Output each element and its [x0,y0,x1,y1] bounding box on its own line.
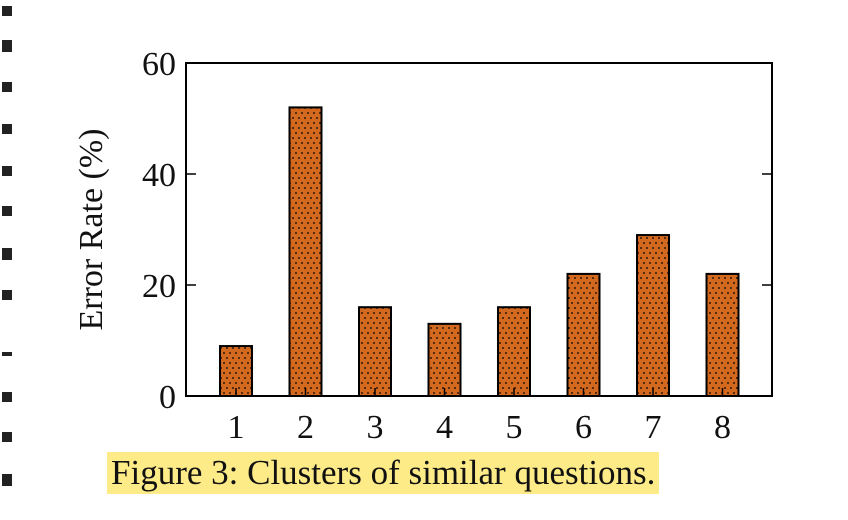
bar-1 [219,345,253,397]
x-tick-label-1: 1 [228,409,245,446]
plot-area: 0 20 40 60 1 2 3 4 5 6 7 8 [142,46,773,446]
bar-3 [358,306,392,398]
y-tick-label-40: 40 [142,157,176,194]
bar-5 [497,306,531,398]
y-tick-label-20: 20 [142,268,176,305]
x-tick-label-8: 8 [714,409,731,446]
plot-frame [185,62,773,397]
y-axis-label: Error Rate (%) [73,128,110,330]
x-tick-label-6: 6 [575,409,592,446]
bar-8 [705,272,740,397]
bar-7 [636,234,670,397]
bar-chart: 0 20 40 60 1 2 3 4 5 6 7 8 Error Rate (%) [73,46,773,446]
x-tick-label-7: 7 [645,409,662,446]
x-tick-label-2: 2 [297,409,314,446]
x-tick-label-5: 5 [506,409,523,446]
bar-6 [566,272,601,397]
bar-2 [288,106,323,398]
figure-caption: Figure 3: Clusters of similar questions. [107,452,660,494]
y-tick-label-0: 0 [159,379,176,416]
x-tick-label-3: 3 [367,409,384,446]
y-tick-label-60: 60 [142,46,176,83]
bar-4 [427,322,462,398]
page-edge-text-fragments [0,0,16,520]
x-tick-label-4: 4 [436,409,453,446]
